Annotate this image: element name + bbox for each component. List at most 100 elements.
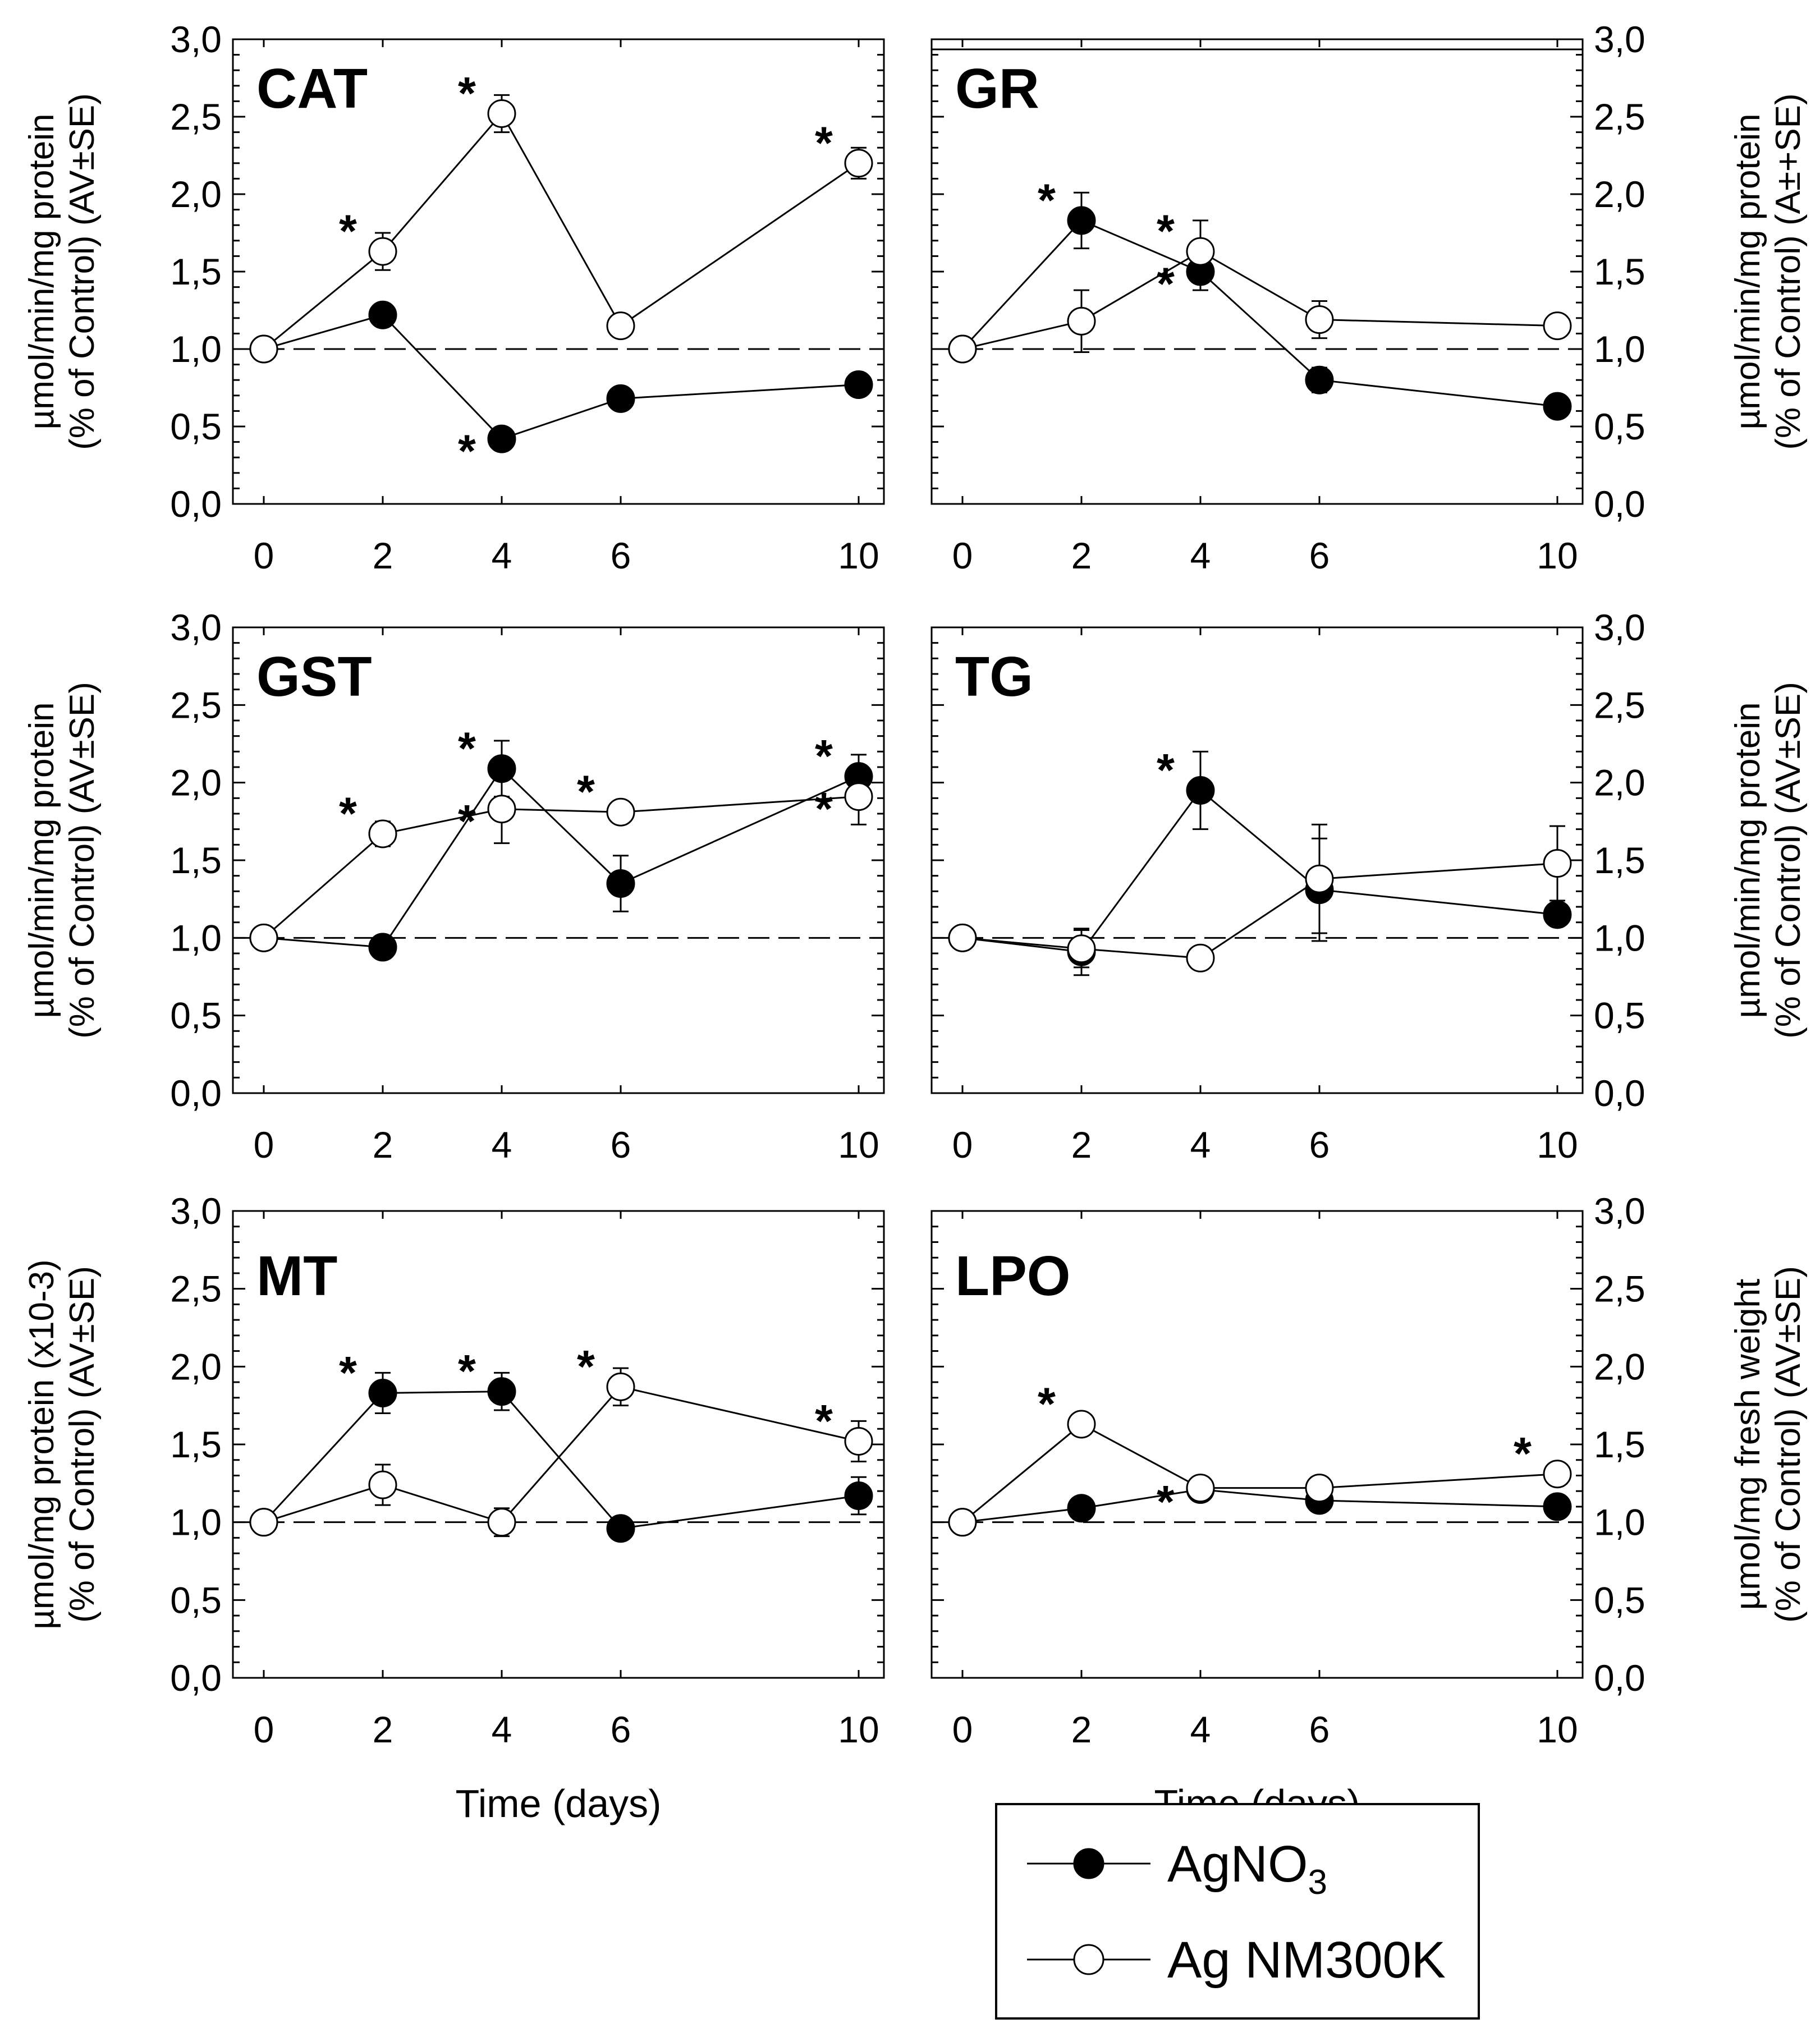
y-tick-label: 1,0 (170, 917, 222, 958)
data-point-agno3 (606, 384, 635, 413)
data-point-nm300k (1305, 1474, 1334, 1503)
significance-marker: * (458, 68, 476, 119)
y-tick-label: 1,5 (170, 1424, 222, 1465)
series-agno3: ** (249, 723, 873, 962)
significance-marker: * (339, 788, 357, 839)
y-tick-label: 0,5 (1594, 406, 1645, 447)
panel-title: TG (955, 645, 1033, 708)
panel-title: GR (955, 57, 1039, 120)
y-tick-label: 3,0 (1594, 607, 1645, 648)
y-axis-label: (% of Control) (A±+SE) (1769, 93, 1808, 449)
significance-marker: * (1514, 1429, 1532, 1480)
data-point-nm300k (1186, 943, 1215, 972)
x-tick-label: 6 (611, 535, 631, 576)
data-point-agno3 (1067, 1494, 1096, 1523)
data-point-nm300k (249, 334, 278, 364)
x-tick-label: 6 (611, 1124, 631, 1166)
x-tick-label: 0 (254, 535, 274, 576)
y-tick-label: 1,5 (1594, 1424, 1645, 1465)
x-tick-label: 10 (1537, 1709, 1578, 1750)
y-tick-label: 2,0 (170, 762, 222, 804)
y-tick-label: 1,5 (170, 839, 222, 881)
significance-marker: * (458, 796, 476, 847)
data-point-nm300k (1543, 849, 1572, 878)
series-line (962, 250, 1558, 350)
y-tick-label: 1,0 (1594, 328, 1645, 370)
y-tick-label: 2,0 (1594, 1346, 1645, 1387)
y-tick-label: 0,5 (1594, 1579, 1645, 1621)
x-tick-label: 2 (1071, 1124, 1092, 1166)
series-agno3: ** (948, 175, 1572, 421)
data-point-nm300k (606, 311, 635, 341)
x-tick-label: 4 (492, 1709, 512, 1750)
panel-gr: 0,0 0,5 1,0 1,5 2,0 2,5 3,0 0 2 4 6 10 µmol/min/mg p… (930, 19, 1808, 576)
x-tick-label: 0 (952, 1124, 973, 1166)
data-point-nm300k (1305, 305, 1334, 334)
legend-marker-nm300k (1073, 1944, 1104, 1975)
significance-marker: * (815, 1396, 833, 1447)
y-tick-label: 1,5 (1594, 251, 1645, 292)
significance-marker: * (1038, 175, 1056, 226)
series-nm300k: * * * * (249, 767, 873, 952)
significance-marker: * (1157, 745, 1175, 796)
data-point-agno3 (368, 933, 397, 962)
y-axis-label: µmol/min/mg protein (22, 114, 61, 430)
y-tick-label: 3,0 (170, 19, 222, 60)
x-tick-label: 0 (254, 1709, 274, 1750)
y-tick-label: 2,5 (170, 96, 222, 137)
significance-marker: * (458, 426, 476, 477)
series-line (962, 789, 1558, 953)
data-point-nm300k (1067, 934, 1096, 963)
legend-label-agno3: AgNO3 (1167, 1836, 1327, 1902)
series-line (962, 1423, 1558, 1523)
significance-marker: * (339, 1347, 357, 1398)
x-tick-label: 10 (838, 535, 879, 576)
significance-marker: * (1157, 259, 1175, 310)
data-point-agno3 (487, 1377, 516, 1406)
x-tick-label: 0 (254, 1124, 274, 1166)
data-point-nm300k (368, 237, 397, 266)
data-point-nm300k (1543, 311, 1572, 341)
y-tick-label: 2,5 (1594, 96, 1645, 137)
series-line (962, 862, 1558, 959)
x-tick-label: 6 (1309, 1124, 1330, 1166)
significance-marker: * (815, 118, 833, 169)
y-tick-label: 2,5 (170, 684, 222, 726)
series-nm300k: ** (249, 1341, 873, 1538)
y-tick-label: 1,0 (170, 328, 222, 370)
y-tick-label: 0,0 (1594, 1072, 1645, 1114)
series-line (263, 1385, 859, 1524)
series-nm300k: * (948, 206, 1572, 364)
y-tick-label: 0,0 (170, 1657, 222, 1699)
series-nm300k: ** (948, 1379, 1572, 1537)
data-point-nm300k (948, 334, 977, 364)
x-tick-label: 0 (952, 535, 973, 576)
data-point-agno3 (1543, 900, 1572, 929)
y-axis-label: (% of Control) (AV±SE) (1769, 1266, 1808, 1623)
x-axis-label: Time (days) (456, 1782, 662, 1825)
y-tick-label: 0,0 (1594, 1657, 1645, 1699)
y-tick-label: 2,0 (1594, 762, 1645, 804)
panel-tg: 0,0 0,5 1,0 1,5 2,0 2,5 3,0 0 2 4 6 10 µmol/min/mg p… (930, 607, 1808, 1166)
x-tick-label: 10 (1537, 535, 1578, 576)
data-point-nm300k (844, 149, 873, 178)
significance-marker: * (458, 1346, 476, 1397)
data-point-agno3 (844, 1481, 873, 1511)
data-point-agno3 (1067, 206, 1096, 235)
y-tick-label: 3,0 (170, 1190, 222, 1232)
panel-title: CAT (256, 57, 368, 120)
y-tick-label: 3,0 (1594, 19, 1645, 60)
x-tick-label: 0 (952, 1709, 973, 1750)
legend-label-nm300k: Ag NM300K (1167, 1931, 1446, 1989)
y-tick-label: 0,5 (170, 406, 222, 447)
significance-marker: * (339, 206, 357, 257)
data-point-nm300k (844, 782, 873, 811)
x-tick-label: 2 (373, 535, 393, 576)
data-point-nm300k (948, 1508, 977, 1537)
y-tick-label: 1,0 (1594, 1502, 1645, 1543)
significance-marker: * (1157, 206, 1175, 257)
data-point-agno3 (368, 300, 397, 329)
x-tick-label: 10 (838, 1124, 879, 1166)
x-tick-label: 6 (1309, 535, 1330, 576)
